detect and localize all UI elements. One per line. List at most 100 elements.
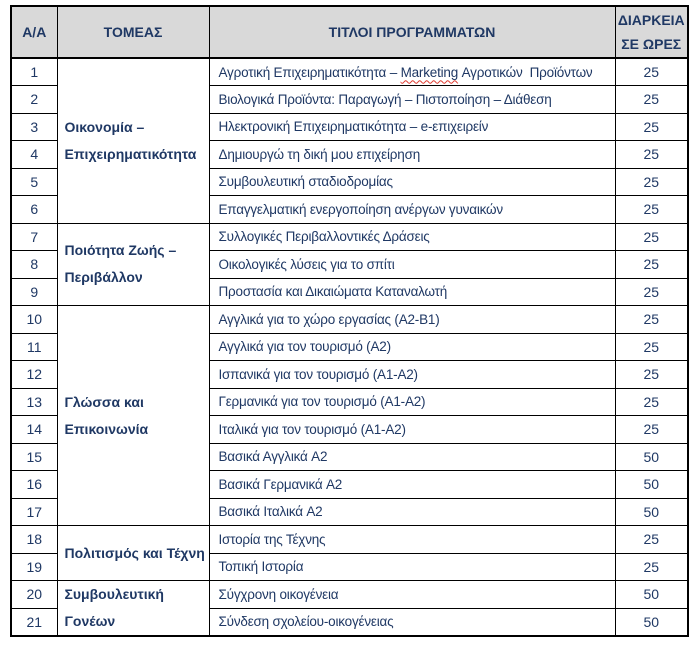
program-title-cell: Αγροτική Επιχειρηματικότητα – Marketing … — [208, 57, 616, 86]
row-number-cell: 8 — [10, 250, 58, 279]
hours-cell: 25 — [614, 222, 689, 251]
hours-cell: 50 — [614, 580, 689, 609]
row-number-cell: 2 — [10, 85, 58, 114]
table-body: 1 Οικονομία – Επιχειρηματικότητα Αγροτική Ε… — [10, 57, 689, 637]
hours-cell: 25 — [614, 167, 689, 196]
program-title-cell: Οικολογικές λύσεις για το σπίτι — [208, 250, 616, 279]
table-row: 16 Βασικά Γερμανικά A2 50 — [10, 470, 689, 499]
program-title-cell: Συλλογικές Περιβαλλοντικές Δράσεις — [208, 222, 616, 251]
table-row: 12 Ισπανικά για τον τουρισμό (A1-A2) 25 — [10, 360, 689, 389]
program-title-text: Βασικά Γερμανικά A2 — [218, 476, 343, 492]
program-title-text: Βασικά Ιταλικά A2 — [218, 504, 323, 520]
program-title-cell: Ιστορία της Τέχνης — [208, 525, 616, 554]
table-row: 1 Οικονομία – Επιχειρηματικότητα Αγροτική Ε… — [10, 57, 689, 224]
row-number-cell: 15 — [10, 442, 58, 471]
program-title-text: Συμβουλευτική σταδιοδρομίας — [218, 174, 394, 190]
program-title-cell: Σύγχρονη οικογένεια — [208, 580, 616, 609]
program-title-cell: Επαγγελματική ενεργοποίηση ανέργων γυναι… — [208, 195, 616, 224]
program-title-text: Αγροτική Επιχειρηματικότητα – — [218, 64, 401, 80]
hours-cell: 25 — [614, 332, 689, 361]
row-number-cell: 11 — [10, 332, 58, 361]
row-number-cell: 1 — [10, 57, 58, 86]
row-number-cell: 3 — [10, 112, 58, 141]
program-title-cell: Συμβουλευτική σταδιοδρομίας — [208, 167, 616, 196]
hours-cell: 25 — [614, 195, 689, 224]
program-title-cell: Ισπανικά για τον τουρισμό (A1-A2) — [208, 360, 616, 389]
row-number-cell: 21 — [10, 607, 58, 637]
sector-label-line: Περιβάλλον — [64, 269, 143, 286]
table-row: 3 Ηλεκτρονική Επιχειρηματικότητα – e-επιχ… — [10, 112, 689, 141]
row-number-cell: 7 — [10, 222, 58, 251]
sector-label-line: Ποιότητα Ζωής – — [64, 242, 177, 259]
program-title-text: Βασικά Αγγλικά A2 — [218, 449, 328, 465]
header-cell-aa: Α/Α — [10, 5, 58, 59]
program-title-text: Αγροτικών Προϊόντων — [458, 64, 593, 80]
row-number-cell: 14 — [10, 415, 58, 444]
program-title-text: Βιολογικά Προϊόντα: Παραγωγή – Πιστοποίη… — [218, 91, 552, 107]
header-cell-titles: ΤΙΤΛΟΙ ΠΡΟΓΡΑΜΜΑΤΩΝ — [208, 5, 616, 59]
header-cell-sector: ΤΟΜΕΑΣ — [56, 5, 210, 59]
program-title-text: Ηλεκτρονική Επιχειρηματικότητα – e-επιχε… — [218, 119, 489, 135]
program-title-text: Τοπική Ιστορία — [218, 559, 304, 575]
row-number-cell: 5 — [10, 167, 58, 196]
hours-cell: 25 — [614, 140, 689, 169]
table-row: 18 Πολιτισμός και Τέχνη Ιστορία της Τέχνης… — [10, 525, 689, 581]
program-title-text: Επαγγελματική ενεργοποίηση ανέργων γυναι… — [218, 201, 504, 217]
table-row: 13 Γερμανικά για τον τουρισμό (A1-A2) 25 — [10, 387, 689, 416]
table-row: 11 Αγγλικά για τον τουρισμό (A2) 25 — [10, 332, 689, 361]
sector-label-line: Πολιτισμός και Τέχνη — [64, 544, 205, 561]
sector-label-line: Συμβουλευτική Γονέων — [64, 586, 164, 629]
program-title-cell: Ηλεκτρονική Επιχειρηματικότητα – e-επιχε… — [208, 112, 616, 141]
header-row: Α/Α ΤΟΜΕΑΣ ΤΙΤΛΟΙ ΠΡΟΓΡΑΜΜΑΤΩΝ ΔΙΑΡΚΕΙΑ … — [10, 5, 689, 59]
hours-cell: 25 — [614, 387, 689, 416]
header-label-duration-line1: ΔΙΑΡΚΕΙΑ — [617, 12, 685, 28]
header-label-titles: ΤΙΤΛΟΙ ΠΡΟΓΡΑΜΜΑΤΩΝ — [328, 24, 496, 40]
row-number-cell: 13 — [10, 387, 58, 416]
sector-cell: Συμβουλευτική Γονέων — [56, 580, 210, 637]
table-row: 10 Γλώσσα και Επικοινωνία Αγγλικά για το χώ… — [10, 305, 689, 526]
program-title-text: Σύνδεση σχολείου-οικογένειας — [218, 614, 394, 630]
table-row: 14 Ιταλικά για τον τουρισμό (A1-A2) 25 — [10, 415, 689, 444]
hours-cell: 25 — [614, 552, 689, 581]
table-row: 21 Σύνδεση σχολείου-οικογένειας 50 — [10, 607, 689, 637]
row-number-cell: 20 — [10, 580, 58, 609]
row-number-cell: 10 — [10, 305, 58, 334]
program-title-cell: Βασικά Γερμανικά A2 — [208, 470, 616, 499]
hours-cell: 25 — [614, 415, 689, 444]
program-title-cell: Τοπική Ιστορία — [208, 552, 616, 581]
table-row: 15 Βασικά Αγγλικά A2 50 — [10, 442, 689, 471]
hours-cell: 25 — [614, 112, 689, 141]
table-row: 20 Συμβουλευτική Γονέων Σύγχρονη οικογένει… — [10, 580, 689, 637]
program-title-cell: Βιολογικά Προϊόντα: Παραγωγή – Πιστοποίη… — [208, 85, 616, 114]
hours-cell: 50 — [614, 607, 689, 637]
row-number-cell: 19 — [10, 552, 58, 581]
program-title-text: Ιταλικά για τον τουρισμό (A1-A2) — [218, 421, 406, 437]
program-title-cell: Γερμανικά για τον τουρισμό (A1-A2) — [208, 387, 616, 416]
hours-cell: 25 — [614, 85, 689, 114]
spellchecked-word: Marketing — [400, 64, 459, 80]
hours-cell: 25 — [614, 277, 689, 306]
program-title-text: Αγγλικά για το χώρο εργασίας (A2-B1) — [218, 311, 440, 327]
row-number-cell: 16 — [10, 470, 58, 499]
sector-cell: Οικονομία – Επιχειρηματικότητα — [56, 57, 210, 224]
program-title-cell: Προστασία και Δικαιώματα Καταναλωτή — [208, 277, 616, 306]
hours-cell: 50 — [614, 470, 689, 499]
hours-cell: 25 — [614, 305, 689, 334]
program-title-text: Προστασία και Δικαιώματα Καταναλωτή — [218, 284, 448, 300]
program-title-cell: Ιταλικά για τον τουρισμό (A1-A2) — [208, 415, 616, 444]
program-title-text: Γερμανικά για τον τουρισμό (A1-A2) — [218, 394, 426, 410]
program-title-text: Οικολογικές λύσεις για το σπίτι — [218, 256, 395, 272]
sector-cell: Γλώσσα και Επικοινωνία — [56, 305, 210, 526]
program-title-text: Δημιουργώ τη δική μου επιχείρηση — [218, 146, 421, 162]
sector-label-line: Επιχειρηματικότητα — [64, 145, 197, 162]
table-row: 8 Οικολογικές λύσεις για το σπίτι 25 — [10, 250, 689, 279]
table-row: 2 Βιολογικά Προϊόντα: Παραγωγή – Πιστοποί… — [10, 85, 689, 114]
sector-cell: Ποιότητα Ζωής – Περιβάλλον — [56, 222, 210, 306]
row-number-cell: 9 — [10, 277, 58, 306]
program-title-text: Αγγλικά για τον τουρισμό (A2) — [218, 339, 392, 355]
row-number-cell: 12 — [10, 360, 58, 389]
program-title-cell: Σύνδεση σχολείου-οικογένειας — [208, 607, 616, 637]
row-number-cell: 17 — [10, 497, 58, 526]
hours-cell: 50 — [614, 497, 689, 526]
sector-label-line: Επικοινωνία — [64, 420, 149, 437]
